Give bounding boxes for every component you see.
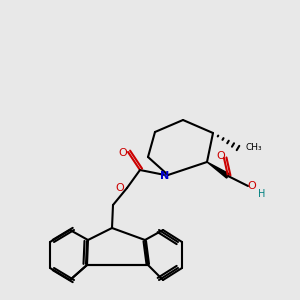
Text: O: O <box>116 183 124 193</box>
Text: O: O <box>217 151 225 161</box>
Text: O: O <box>248 181 256 191</box>
Text: H: H <box>258 189 266 199</box>
Text: CH₃: CH₃ <box>245 143 262 152</box>
Polygon shape <box>207 162 230 178</box>
Text: N: N <box>160 171 169 181</box>
Text: O: O <box>118 148 127 158</box>
